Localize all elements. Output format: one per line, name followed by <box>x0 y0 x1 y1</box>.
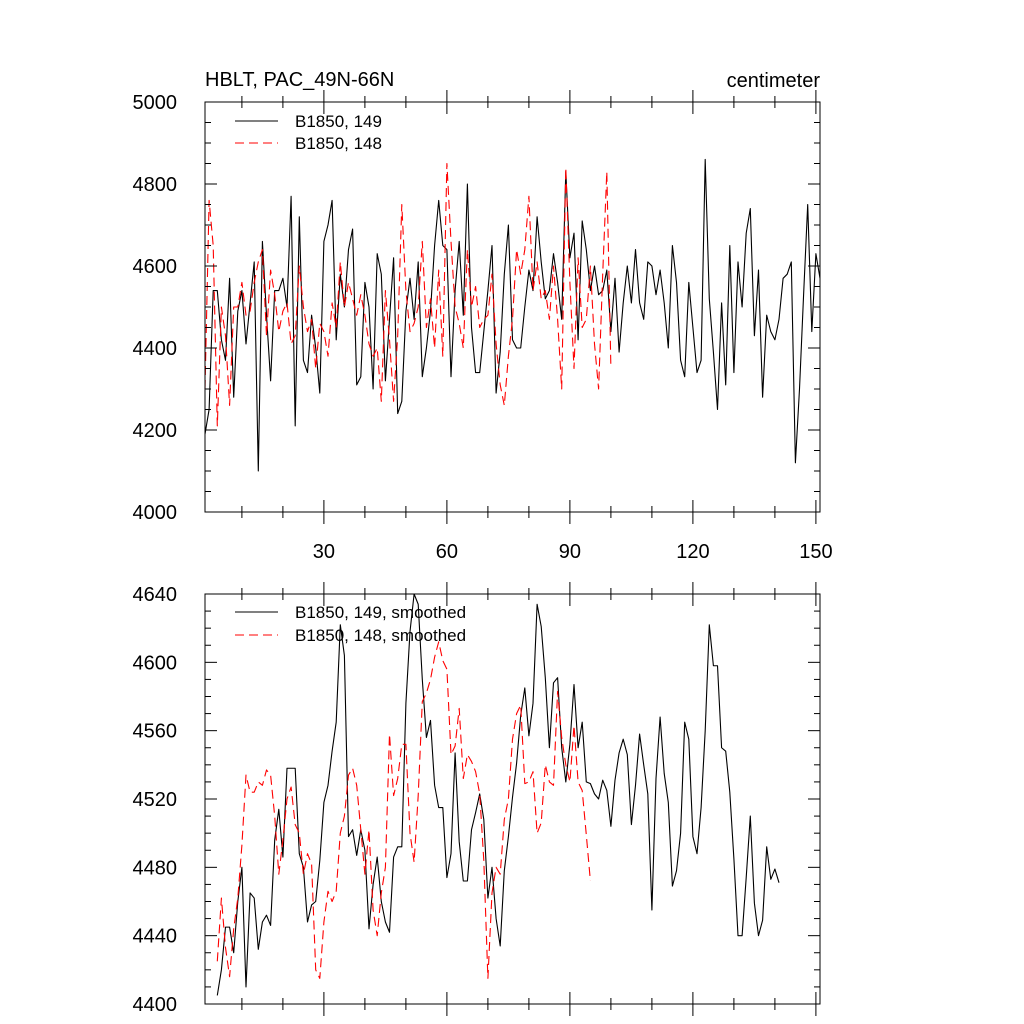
top-chart-xtick-label: 90 <box>559 541 581 563</box>
top-chart-series-line-b1850-149 <box>204 158 821 472</box>
bottom-chart-ytick-label: 4640 <box>133 584 178 606</box>
top-chart-ytick-label: 4800 <box>133 174 178 196</box>
legend-label-b1850-148: B1850, 148 <box>295 134 382 153</box>
top-chart-xtick-label: 30 <box>313 541 335 563</box>
top-chart-series-line-b1850-148 <box>204 162 612 427</box>
bottom-chart-ytick-label: 4560 <box>133 721 178 743</box>
top-chart-units: centimeter <box>727 70 821 92</box>
legend-label-b1850-149: B1850, 149 <box>295 112 382 131</box>
top-chart-legend: B1850, 149 B1850, 148 <box>235 112 382 153</box>
bottom-chart-series-line-b1850-149 <box>216 593 780 996</box>
bottom-chart-ytick-label: 4600 <box>133 652 178 674</box>
bottom-chart-series-line-b1850-148 <box>216 641 591 979</box>
top-chart-xtick-label: 150 <box>799 541 832 563</box>
top-chart-xtick-label: 120 <box>676 541 709 563</box>
top-chart-ytick-label: 4600 <box>133 256 178 278</box>
top-chart-panel: HBLT, PAC_49N-66N centimeter B1850, 149 … <box>133 69 833 563</box>
bottom-chart-ytick-label: 4520 <box>133 789 178 811</box>
top-chart-ytick-label: 4000 <box>133 502 178 524</box>
bottom-chart-ytick-label: 4480 <box>133 857 178 879</box>
bottom-chart-legend: B1850, 149, smoothed B1850, 148, smoothe… <box>235 603 466 645</box>
top-chart-xtick-label: 60 <box>436 541 458 563</box>
top-chart-title: HBLT, PAC_49N-66N <box>205 69 394 91</box>
bottom-chart-panel: B1850, 149, smoothed B1850, 148, smoothe… <box>133 582 821 1016</box>
legend-label-b1850-149-smoothed: B1850, 149, smoothed <box>295 603 466 622</box>
bottom-chart-ytick-label: 4400 <box>133 994 178 1016</box>
top-chart-ytick-label: 5000 <box>133 92 178 114</box>
top-chart-ytick-label: 4200 <box>133 420 178 442</box>
top-chart-ytick-label: 4400 <box>133 338 178 360</box>
legend-label-b1850-148-smoothed: B1850, 148, smoothed <box>295 626 466 645</box>
bottom-chart-ytick-label: 4440 <box>133 926 178 948</box>
